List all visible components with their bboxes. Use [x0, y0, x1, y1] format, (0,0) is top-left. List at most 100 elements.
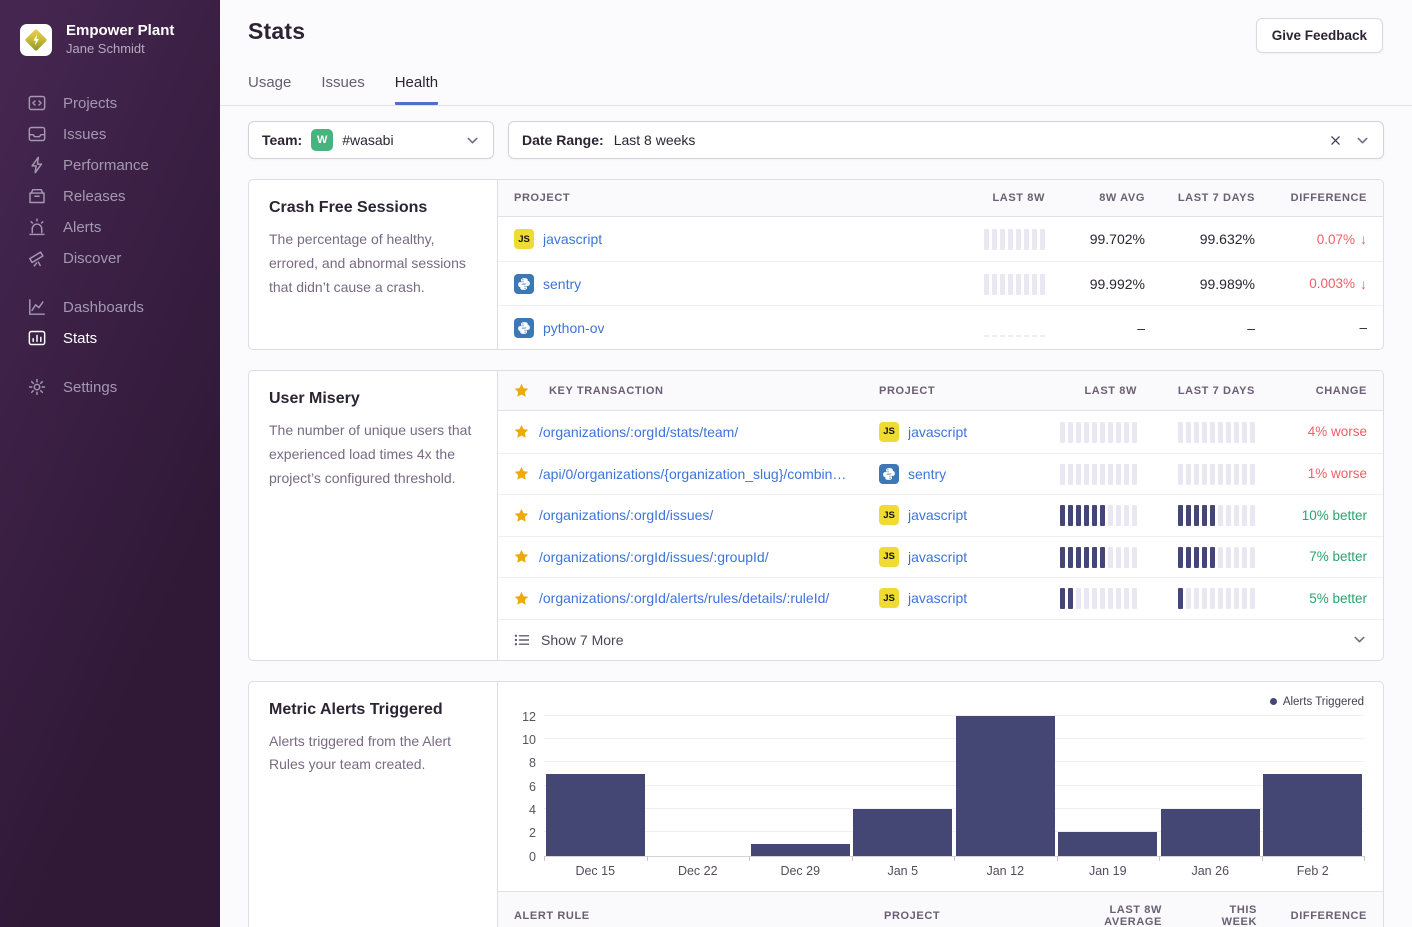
column-header: KEY TRANSACTION [498, 371, 863, 410]
sparkline-bar [1016, 274, 1022, 295]
sparkline-bar [1178, 464, 1184, 485]
chart-bar[interactable] [1161, 809, 1260, 856]
transaction-link[interactable]: /organizations/:orgId/stats/team/ [539, 424, 738, 440]
chart-bar[interactable] [1263, 774, 1362, 856]
date-range-select[interactable]: Date Range: Last 8 weeks [508, 121, 1384, 159]
chart-bar[interactable] [546, 774, 645, 856]
sparkline-bar [1000, 335, 1006, 338]
sidebar-item-stats[interactable]: Stats [0, 323, 220, 354]
table-row: /api/0/organizations/{organization_slug}… [498, 453, 1383, 495]
star-icon[interactable] [514, 466, 529, 481]
last-7d-bars-cell [1153, 546, 1271, 568]
sparkline-bar [992, 274, 998, 295]
sparkline-bar [1076, 464, 1082, 485]
sidebar-item-settings[interactable]: Settings [0, 372, 220, 403]
x-axis-tick-label: Jan 5 [852, 864, 955, 878]
sidebar-item-label: Performance [63, 157, 149, 174]
sidebar-item-performance[interactable]: Performance [0, 150, 220, 181]
change-cell: 7% better [1271, 549, 1383, 564]
page-header: Stats Give Feedback UsageIssuesHealth [220, 0, 1412, 105]
metric-alerts-title: Metric Alerts Triggered [269, 701, 477, 719]
org-switcher[interactable]: Empower Plant Jane Schmidt [0, 22, 220, 58]
sparkline-bar [1060, 547, 1066, 568]
sparkline-bar [1242, 464, 1248, 485]
sparkline-bar [1234, 464, 1240, 485]
sparkline-bar [1218, 547, 1224, 568]
last-8w-bars-cell [1028, 421, 1153, 443]
chart-bar[interactable] [853, 809, 952, 856]
project-link[interactable]: javascript [908, 590, 967, 606]
project-link[interactable]: javascript [908, 549, 967, 565]
close-icon[interactable] [1329, 134, 1342, 147]
project-link[interactable]: sentry [543, 276, 581, 292]
chart-x-axis-labels: Dec 15Dec 22Dec 29Jan 5Jan 12Jan 19Jan 2… [544, 864, 1364, 878]
column-header: LAST 8W [941, 180, 1061, 216]
sparkline-bar [1178, 422, 1184, 443]
project-link[interactable]: javascript [543, 231, 602, 247]
app-root: Empower Plant Jane Schmidt Projects Issue… [0, 0, 1412, 927]
project-cell: sentry [863, 464, 1028, 484]
sparkline-bar [1132, 588, 1138, 609]
sparkline-bar [1068, 422, 1074, 443]
give-feedback-button[interactable]: Give Feedback [1256, 18, 1383, 53]
table-row: sentry99.992%99.989%0.003%↓ [498, 261, 1383, 305]
project-link[interactable]: javascript [908, 507, 967, 523]
crash-free-table-header: PROJECTLAST 8W8W AVGLAST 7 DAYSDIFFERENC… [498, 180, 1383, 217]
sidebar-item-releases[interactable]: Releases [0, 181, 220, 212]
avg-8w-cell: 99.702% [1061, 231, 1161, 247]
transaction-link[interactable]: /organizations/:orgId/alerts/rules/detai… [539, 590, 829, 606]
sidebar-item-label: Stats [63, 330, 97, 347]
transaction-link[interactable]: /organizations/:orgId/issues/:groupId/ [539, 549, 769, 565]
sidebar-item-dashboards[interactable]: Dashboards [0, 292, 220, 323]
star-icon[interactable] [514, 424, 529, 439]
sidebar-item-discover[interactable]: Discover [0, 243, 220, 274]
sparkline-bar [1210, 547, 1216, 568]
sparkline-bar [1084, 547, 1090, 568]
bar-slot [852, 717, 955, 856]
sidebar-item-alerts[interactable]: Alerts [0, 212, 220, 243]
chart-bar[interactable] [956, 716, 1055, 856]
star-icon[interactable] [514, 508, 529, 523]
column-header: PROJECT [498, 180, 941, 216]
project-link[interactable]: sentry [908, 466, 946, 482]
arrow-down-icon: ↓ [1360, 276, 1367, 292]
sidebar-item-projects[interactable]: Projects [0, 88, 220, 119]
tab-usage[interactable]: Usage [248, 74, 291, 105]
column-header: 8W AVG [1061, 180, 1161, 216]
team-select[interactable]: Team: W #wasabi [248, 121, 494, 159]
sparkline-bar [1132, 505, 1138, 526]
bar-slot [954, 717, 1057, 856]
transaction-link[interactable]: /api/0/organizations/{organization_slug}… [539, 466, 847, 482]
key-transaction-cell: /organizations/:orgId/issues/ [498, 507, 863, 523]
tab-health[interactable]: Health [395, 74, 438, 105]
x-axis-tick [1057, 856, 1058, 861]
x-axis-tick [1159, 856, 1160, 861]
user-misery-panel: User Misery The number of unique users t… [248, 370, 1384, 661]
sparkline-bar [1040, 229, 1046, 250]
sparkline-bar [1100, 505, 1106, 526]
star-icon[interactable] [514, 549, 529, 564]
sparkline-bar [1242, 505, 1248, 526]
project-link[interactable]: python-ov [543, 320, 604, 336]
tab-issues[interactable]: Issues [321, 74, 364, 105]
sidebar-item-label: Projects [63, 95, 117, 112]
show-more-row[interactable]: Show 7 More [498, 619, 1383, 660]
user-misery-table-body: /organizations/:orgId/stats/team/JSjavas… [498, 411, 1383, 619]
sparkline-bar [1032, 274, 1038, 295]
project-link[interactable]: javascript [908, 424, 967, 440]
x-axis-tick-label: Jan 12 [954, 864, 1057, 878]
sparkline-bars [1060, 463, 1138, 485]
arrow-down-icon: ↓ [1360, 231, 1367, 247]
sparkline-bar [1218, 422, 1224, 443]
sparkline-bar [1100, 464, 1106, 485]
transaction-link[interactable]: /organizations/:orgId/issues/ [539, 507, 713, 523]
chart-bar[interactable] [751, 844, 850, 856]
sparkline-bar [1076, 505, 1082, 526]
star-icon[interactable] [514, 591, 529, 606]
alerts-icon [28, 218, 46, 236]
x-axis-tick [852, 856, 853, 861]
sidebar-item-issues[interactable]: Issues [0, 119, 220, 150]
chart-bar[interactable] [1058, 832, 1157, 855]
sparkline-bar [1250, 505, 1256, 526]
sparkline-bar [1250, 422, 1256, 443]
